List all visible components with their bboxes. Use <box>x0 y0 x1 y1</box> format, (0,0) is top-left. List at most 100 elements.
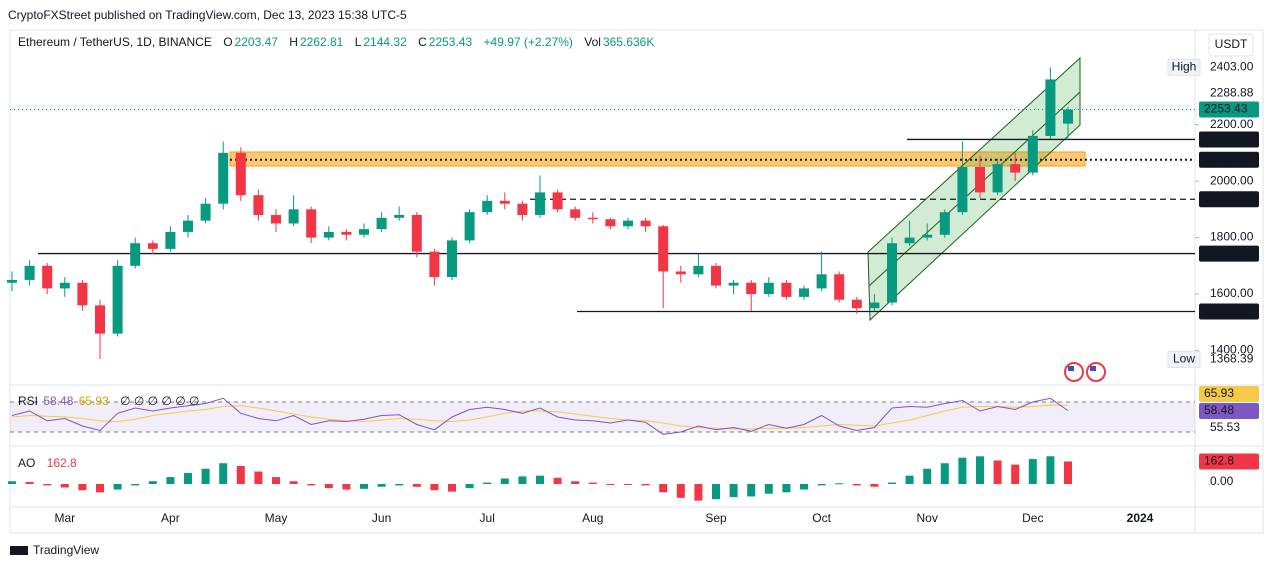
rsi-placeholders: ∅ ∅ ∅ ∅ ∅ ∅ <box>120 394 200 408</box>
candle-body <box>746 282 757 295</box>
candle-body <box>77 282 88 306</box>
ao-bar <box>1028 459 1037 484</box>
ao-bar <box>976 456 984 484</box>
ao-bar <box>272 477 280 484</box>
ao-bar <box>1064 461 1072 484</box>
ao-bar <box>254 471 263 484</box>
candle-body <box>535 192 545 215</box>
ao-label-box <box>1199 453 1259 470</box>
ao-bar <box>905 475 914 484</box>
candle-body <box>499 200 510 204</box>
ao-bar <box>148 481 157 484</box>
ohlc-key: L <box>354 35 362 49</box>
ao-bar <box>1011 464 1020 484</box>
extreme-value: 1368.39 <box>1210 352 1254 366</box>
ao-bar <box>412 484 421 487</box>
candle-body <box>552 192 563 210</box>
ao-bar <box>888 482 896 484</box>
level-label-box <box>1199 151 1259 168</box>
ao-bar <box>624 484 632 485</box>
rsi-name: RSI <box>18 394 39 408</box>
ao-bar <box>993 460 1002 484</box>
ao-name: AO <box>18 456 36 470</box>
ao-bar <box>113 484 122 490</box>
ao-bar <box>800 484 808 490</box>
ao-bar <box>659 484 668 493</box>
ao-bar <box>782 484 791 493</box>
ao-bar <box>395 484 404 486</box>
x-end-label: 2024 <box>1127 511 1154 525</box>
ao-bar <box>166 477 175 484</box>
x-tick-label: Mar <box>54 511 75 525</box>
rsi-value: 58.48 <box>43 394 74 408</box>
rsi-line <box>11 397 1069 435</box>
candle-body <box>992 164 1003 193</box>
flag-icon <box>1090 366 1096 371</box>
candle-body <box>165 231 176 249</box>
ao-bar <box>852 484 861 486</box>
candle-body <box>183 220 193 232</box>
ao-bar <box>518 476 527 484</box>
candle-body <box>218 152 229 204</box>
ohlc-key: C <box>418 35 427 49</box>
ao-bar <box>60 484 69 488</box>
ao-bar <box>360 484 368 489</box>
candle-body <box>781 282 792 297</box>
level-label: 2288.88 <box>1210 86 1254 100</box>
candle-body <box>59 282 70 289</box>
legend: Ethereum / TetherUS, 1D, BINANCE O 2203.4… <box>18 35 656 49</box>
ao-bar <box>712 484 720 500</box>
ao-bar <box>184 472 192 484</box>
ao-bar <box>870 484 879 487</box>
change: +49.97 (+2.27%) <box>483 35 573 49</box>
candle-body <box>130 243 141 266</box>
ao-bar <box>747 484 756 497</box>
y-tick-label: 1600.00 <box>1210 286 1254 300</box>
candle-body <box>887 243 897 303</box>
candle-body <box>253 195 264 215</box>
candle-body <box>570 209 581 218</box>
ao-bar <box>835 483 844 485</box>
rsi-ma-label-box <box>1199 386 1259 402</box>
candle-body <box>306 209 317 238</box>
candle-body <box>376 217 387 230</box>
candle-body <box>235 152 246 196</box>
ao-legend: AO 162.8 <box>18 456 79 470</box>
candle-body <box>728 282 739 286</box>
ohlc-key: O <box>223 35 233 49</box>
level-label: 1538.22 <box>1204 304 1248 318</box>
flags <box>1064 362 1106 382</box>
candle-body <box>447 240 457 278</box>
rsi-ma-line <box>11 404 1069 430</box>
extreme-tag: High <box>1172 59 1197 73</box>
level-label-box <box>1199 131 1259 148</box>
volume: 365.636K <box>602 35 655 49</box>
x-tick-label: Dec <box>1022 511 1043 525</box>
candle-body <box>271 214 281 224</box>
candle-body <box>799 288 809 297</box>
brand: TradingView <box>33 543 99 557</box>
ao-bar <box>764 484 773 494</box>
extreme-tag: Low <box>1173 352 1195 366</box>
candle-body <box>517 203 528 215</box>
rsi-label: 58.48 <box>1204 403 1234 417</box>
candle-body <box>587 217 598 220</box>
candle-body <box>7 279 17 283</box>
x-tick-label: Jul <box>480 511 495 525</box>
candle-body <box>869 302 880 309</box>
logo <box>10 546 28 555</box>
ao-label: 162.8 <box>1204 454 1234 468</box>
ao-bar <box>588 482 597 484</box>
candle-body <box>640 220 651 227</box>
extreme-tag-box <box>1167 58 1201 76</box>
currency-box[interactable] <box>1208 33 1254 57</box>
ohlc-value: 2203.47 <box>234 35 278 49</box>
candle-body <box>1010 164 1021 173</box>
ao-bar <box>641 484 650 486</box>
x-tick-label: May <box>265 511 288 525</box>
ao-bar <box>676 484 685 498</box>
candle-body <box>834 274 845 300</box>
candle-body <box>95 305 105 334</box>
rsi-ma-label: 65.93 <box>1204 386 1234 400</box>
